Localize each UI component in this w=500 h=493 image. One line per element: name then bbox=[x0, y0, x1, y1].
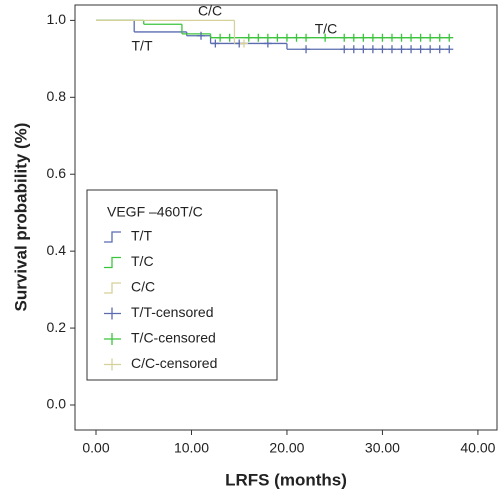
y-tick-label: 0.4 bbox=[47, 242, 67, 258]
legend-swatch bbox=[104, 282, 121, 294]
censor-mark bbox=[378, 33, 387, 42]
censor-mark bbox=[359, 45, 368, 54]
censor-mark bbox=[263, 33, 272, 42]
annotation: T/T bbox=[132, 38, 153, 54]
legend-swatch bbox=[104, 333, 121, 345]
x-tick-label: 10.00 bbox=[174, 440, 209, 456]
censor-mark bbox=[239, 39, 248, 48]
y-tick-label: 1.0 bbox=[47, 11, 67, 27]
censor-mark bbox=[416, 45, 425, 54]
censor-mark bbox=[340, 33, 349, 42]
censor-mark bbox=[435, 45, 444, 54]
legend-label: T/T bbox=[131, 228, 152, 244]
censor-mark bbox=[387, 33, 396, 42]
x-tick-label: 30.00 bbox=[365, 440, 400, 456]
censor-mark bbox=[244, 33, 253, 42]
censor-mark bbox=[435, 33, 444, 42]
y-tick-label: 0.0 bbox=[47, 396, 67, 412]
censor-mark bbox=[378, 45, 387, 54]
annotation: T/C bbox=[315, 21, 338, 37]
legend-label: T/C-censored bbox=[131, 330, 216, 346]
censor-mark bbox=[416, 33, 425, 42]
censor-mark bbox=[282, 33, 291, 42]
legend-swatch bbox=[104, 307, 121, 320]
censor-mark bbox=[359, 33, 368, 42]
censor-mark bbox=[225, 33, 234, 42]
x-axis-label: LRFS (months) bbox=[225, 470, 347, 489]
censor-mark bbox=[407, 45, 416, 54]
annotation: C/C bbox=[198, 3, 222, 19]
censor-mark bbox=[445, 45, 454, 54]
censor-mark bbox=[445, 33, 454, 42]
censor-mark bbox=[349, 45, 358, 54]
censor-mark bbox=[197, 31, 206, 40]
plot-frame bbox=[74, 4, 498, 431]
legend-title: VEGF –460T/C bbox=[107, 204, 203, 220]
x-tick-label: 40.00 bbox=[460, 440, 495, 456]
censor-mark bbox=[349, 33, 358, 42]
x-tick-label: 0.00 bbox=[82, 440, 109, 456]
censor-mark bbox=[407, 33, 416, 42]
legend-label: T/C bbox=[131, 253, 154, 269]
legend-swatch bbox=[104, 358, 121, 371]
x-tick-label: 20.00 bbox=[269, 440, 304, 456]
censor-mark bbox=[254, 33, 263, 42]
legend-swatch bbox=[104, 231, 121, 243]
legend-label: C/C bbox=[131, 279, 155, 295]
y-tick-label: 0.8 bbox=[47, 88, 67, 104]
legend-box bbox=[86, 189, 278, 381]
y-tick-label: 0.2 bbox=[47, 319, 67, 335]
censor-mark bbox=[426, 33, 435, 42]
legend-swatch bbox=[104, 256, 121, 269]
censor-mark bbox=[292, 33, 301, 42]
censor-mark bbox=[387, 45, 396, 54]
legend-label: T/T-censored bbox=[131, 304, 213, 320]
censor-mark bbox=[397, 45, 406, 54]
censor-mark bbox=[273, 33, 282, 42]
y-axis-label: Survival probability (%) bbox=[11, 123, 30, 312]
censor-mark bbox=[302, 33, 311, 42]
censor-mark bbox=[368, 45, 377, 54]
censor-mark bbox=[397, 33, 406, 42]
censor-mark bbox=[340, 45, 349, 54]
censor-mark bbox=[321, 33, 330, 42]
censor-mark bbox=[368, 33, 377, 42]
censor-mark bbox=[216, 33, 225, 42]
censor-mark bbox=[426, 45, 435, 54]
y-tick-label: 0.6 bbox=[47, 165, 67, 181]
censor-mark bbox=[302, 45, 311, 54]
censor-mark bbox=[211, 39, 220, 48]
legend-label: C/C-censored bbox=[131, 355, 217, 371]
